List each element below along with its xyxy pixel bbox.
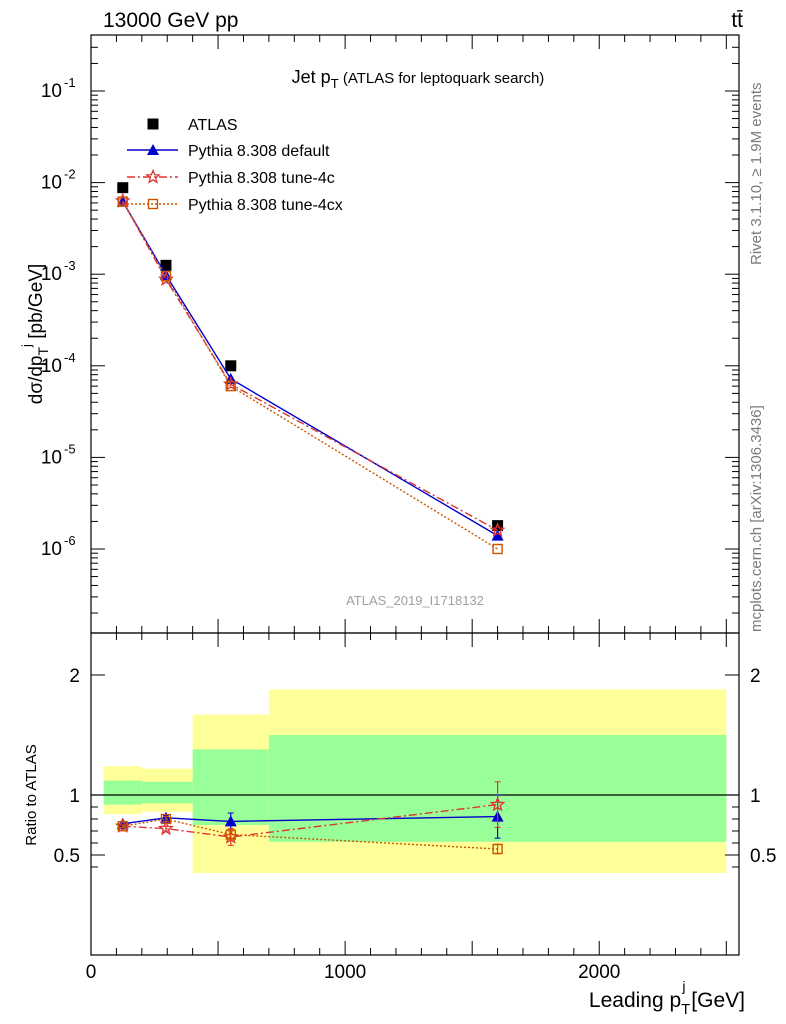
ratio-y-tick-label: 0.5 xyxy=(54,846,80,867)
y-tick-label: 10 xyxy=(41,539,62,560)
legend-label: Pythia 8.308 tune-4cx xyxy=(188,197,343,214)
series-line xyxy=(122,200,498,531)
ratio-series xyxy=(114,781,506,855)
ratio-line xyxy=(122,803,498,838)
y-tick-label-exp: -5 xyxy=(64,441,76,456)
rivet-label: Rivet 3.1.10, ≥ 1.9M events xyxy=(748,83,765,266)
y-tick-label: 10 xyxy=(41,447,62,468)
ratio-line xyxy=(122,815,498,825)
y-tick-label-exp: -3 xyxy=(64,258,76,273)
legend-label: Pythia 8.308 tune-4c xyxy=(188,170,335,187)
ratio-y-tick-label-right: 0.5 xyxy=(750,846,776,867)
ratio-line xyxy=(122,818,498,850)
header-process: tt̄ xyxy=(731,9,743,32)
ratio-point xyxy=(225,829,236,840)
ratio-point xyxy=(117,821,128,832)
x-tick-label: 0 xyxy=(86,962,97,983)
legend: ATLAS Pythia 8.308 default Pythia 8.308 tu… xyxy=(127,117,343,214)
data-point xyxy=(225,380,236,392)
x-tick-label: 1000 xyxy=(324,962,366,983)
y-tick-label-exp: -1 xyxy=(64,75,76,90)
data-point xyxy=(492,520,504,532)
ratio-y-tick-label: 1 xyxy=(69,786,80,807)
data-point xyxy=(160,259,172,271)
main-title: Jet pT (ATLAS for leptoquark search) xyxy=(292,67,545,91)
ratio-frame xyxy=(90,632,740,956)
legend-marker xyxy=(145,168,161,184)
ratio-y-tick-label-right: 2 xyxy=(750,666,761,687)
y-tick-label: 10 xyxy=(41,173,62,194)
data-point xyxy=(160,271,172,282)
series-line xyxy=(122,201,498,550)
main-axis: 10-110-210-310-410-510-6 xyxy=(41,35,739,633)
data-point xyxy=(225,360,237,372)
main-ylabel: dσ/dpTj [pb/GeV] xyxy=(19,264,51,404)
ratio-y-tick-label-right: 1 xyxy=(750,786,761,807)
y-tick-label: 10 xyxy=(41,81,62,102)
data-point xyxy=(492,543,503,555)
header-energy: 13000 GeV pp xyxy=(103,9,238,32)
legend-label: Pythia 8.308 default xyxy=(188,143,330,160)
ratio-axis: 0.5 0.5 1 1 2 2 0 1000 2000 xyxy=(54,633,776,983)
series-line xyxy=(122,201,498,537)
data-point xyxy=(491,529,504,541)
data-point xyxy=(117,182,129,194)
ratio-point xyxy=(492,843,503,855)
ratio-point xyxy=(158,820,174,836)
ratio-point xyxy=(489,796,506,812)
main-series xyxy=(114,182,506,555)
ratio-point xyxy=(224,815,237,827)
mcplots-label: mcplots.cern.ch [arXiv:1306.3436] xyxy=(748,405,765,632)
analysis-id: ATLAS_2019_I1718132 xyxy=(346,593,484,608)
ratio-y-tick-label: 2 xyxy=(69,666,80,687)
y-tick-label-exp: -2 xyxy=(64,167,76,182)
data-point xyxy=(117,196,128,207)
ratio-point xyxy=(160,813,172,825)
legend-label: ATLAS xyxy=(188,117,238,134)
ratio-ylabel: Ratio to ATLAS xyxy=(23,744,40,845)
legend-marker xyxy=(147,118,159,130)
uncertainty-band-green xyxy=(103,780,142,805)
y-tick-label: 10 xyxy=(41,356,62,377)
uncertainty-band-green xyxy=(192,749,269,825)
y-tick-label-exp: -4 xyxy=(64,350,76,365)
xlabel: Leading pTj [GeV] xyxy=(589,978,745,1018)
legend-marker xyxy=(147,144,159,155)
y-tick-label-exp: -6 xyxy=(64,533,76,548)
uncertainty-band-green xyxy=(141,781,193,804)
data-point xyxy=(489,522,506,538)
x-tick-label: 2000 xyxy=(578,962,620,983)
ratio-bands xyxy=(103,689,727,873)
legend-marker xyxy=(147,198,159,210)
y-tick-label: 10 xyxy=(41,264,62,285)
